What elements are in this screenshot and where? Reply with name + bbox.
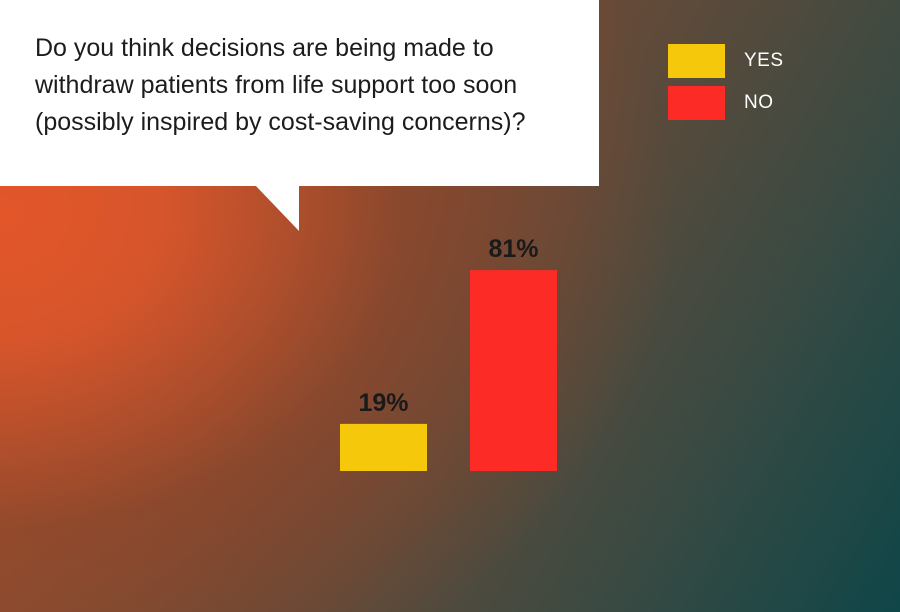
question-text: Do you think decisions are being made to… <box>35 34 526 136</box>
bar-label-yes: 19% <box>358 389 408 417</box>
legend-label-yes: YES <box>744 50 784 71</box>
bar-yes <box>340 423 427 471</box>
question-bubble: Do you think decisions are being made to… <box>0 0 599 186</box>
legend-item-yes: YES <box>668 44 784 78</box>
legend-label-no: NO <box>744 92 774 113</box>
bubble-tail <box>255 185 299 231</box>
bar-label-no: 81% <box>488 235 538 263</box>
legend-swatch-no <box>668 86 725 120</box>
legend-swatch-yes <box>668 44 725 78</box>
bar-no <box>470 270 557 471</box>
legend: YES NO <box>668 44 784 128</box>
legend-item-no: NO <box>668 86 784 120</box>
